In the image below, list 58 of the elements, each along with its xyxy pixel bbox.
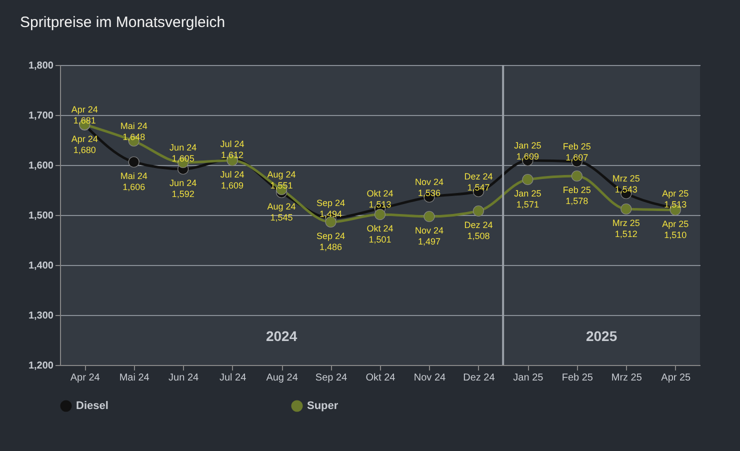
- y-tick-label: 1,600: [28, 160, 54, 172]
- data-label: Apr 24 1,680: [71, 134, 98, 155]
- x-tick-label: Dez 24: [463, 372, 496, 384]
- data-label: Feb 25 1,578: [562, 185, 591, 206]
- data-label: Okt 24 1,501: [366, 224, 394, 244]
- data-label: Feb 25 1,607: [562, 142, 591, 162]
- point: [128, 156, 140, 168]
- data-label: Mrz 25 1,543: [612, 174, 640, 194]
- data-label: Jul 24 1,612: [220, 139, 244, 160]
- y-tick-label: 1,400: [28, 260, 54, 272]
- x-tick-label: Jun 24: [168, 372, 200, 384]
- point: [424, 210, 435, 222]
- data-label: Sep 24 1,486: [316, 231, 346, 252]
- data-label: Mrz 25 1,512: [612, 218, 640, 239]
- x-tick-label: Feb 25: [562, 372, 594, 384]
- data-label: Nov 24 1,536: [414, 177, 444, 198]
- y-tick-label: 1,700: [28, 110, 54, 122]
- annotation: 2025: [586, 328, 618, 344]
- data-label: Jan 25 1,609: [514, 140, 542, 162]
- data-label: Mai 24 1,648: [120, 121, 148, 142]
- data-label: Jan 25 1,571: [514, 188, 542, 210]
- x-tick-label: Mrz 25: [611, 372, 642, 384]
- x-tick-label: Apr 24: [70, 372, 100, 384]
- data-label: Apr 25 1,510: [662, 219, 689, 240]
- point: [472, 205, 484, 217]
- legend-label: Super: [307, 400, 339, 412]
- annotation: 2024: [266, 328, 298, 344]
- point: [620, 203, 632, 215]
- y-tick-label: 1,200: [28, 360, 54, 372]
- data-label: Sep 24 1,494: [316, 198, 346, 219]
- x-tick-label: Sep 24: [315, 372, 348, 384]
- data-label: Aug 24 1,545: [267, 202, 296, 222]
- legend-label: Diesel: [76, 400, 108, 412]
- y-tick-label: 1,300: [28, 310, 54, 322]
- data-label: Jun 24 1,605: [170, 142, 197, 164]
- point: [522, 174, 534, 186]
- data-label: Okt 24 1,513: [366, 188, 394, 210]
- data-label: Dez 24 1,547: [464, 172, 493, 192]
- point: [374, 208, 386, 220]
- data-label: Dez 24 1,508: [464, 220, 493, 241]
- x-tick-label: Okt 24: [366, 372, 396, 384]
- x-tick-label: Aug 24: [266, 372, 298, 384]
- data-label: Apr 25 1,513: [662, 188, 689, 210]
- data-label: Nov 24 1,497: [414, 226, 444, 246]
- x-tick-label: Nov 24: [414, 372, 446, 384]
- data-label: Apr 24 1,681: [71, 104, 98, 126]
- data-label: Jul 24 1,609: [220, 170, 244, 190]
- y-tick-label: 1,800: [28, 60, 54, 72]
- y-tick-label: 1,500: [28, 210, 54, 222]
- x-tick-label: Apr 25: [661, 372, 692, 384]
- point: [571, 170, 582, 182]
- x-tick-label: Jan 25: [513, 372, 544, 384]
- data-label: Aug 24 1,551: [267, 170, 296, 190]
- data-label: Jun 24 1,592: [170, 178, 197, 199]
- x-tick-label: Mai 24: [119, 372, 150, 384]
- x-tick-label: Jul 24: [219, 372, 247, 384]
- chart-title: Spritpreise im Monatsvergleich: [20, 14, 226, 31]
- data-label: Mai 24 1,606: [120, 171, 148, 192]
